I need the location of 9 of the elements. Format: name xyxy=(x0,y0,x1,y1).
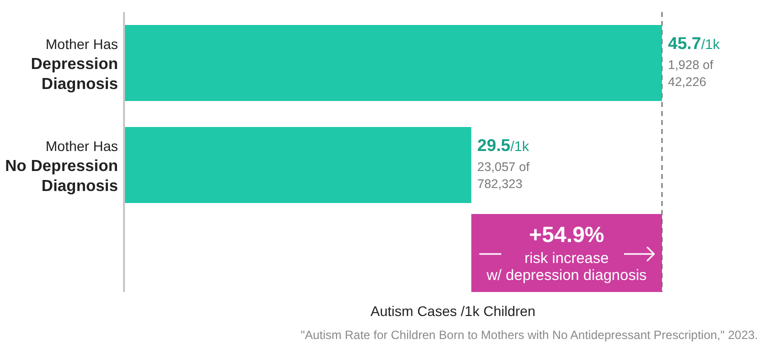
annotation: 23,057 of 782,323 xyxy=(477,160,530,191)
text: "Autism Rate for Children Born to Mothers with No Antidepressant Prescription," 2023. xyxy=(300,328,758,342)
band-label: +54.9% risk increase w/ depression diagnosis xyxy=(486,222,647,284)
y-tick-label: Mother Has No Depression Diagnosis xyxy=(5,138,118,195)
data-label: 29.5/1k xyxy=(477,136,530,155)
annotation: 1,928 of 42,226 xyxy=(668,58,714,89)
data-label: 45.7/1k xyxy=(668,34,721,53)
y-tick-label: Mother Has Depression Diagnosis xyxy=(30,36,118,93)
x-axis-title: Autism Cases /1k Children xyxy=(370,303,536,319)
